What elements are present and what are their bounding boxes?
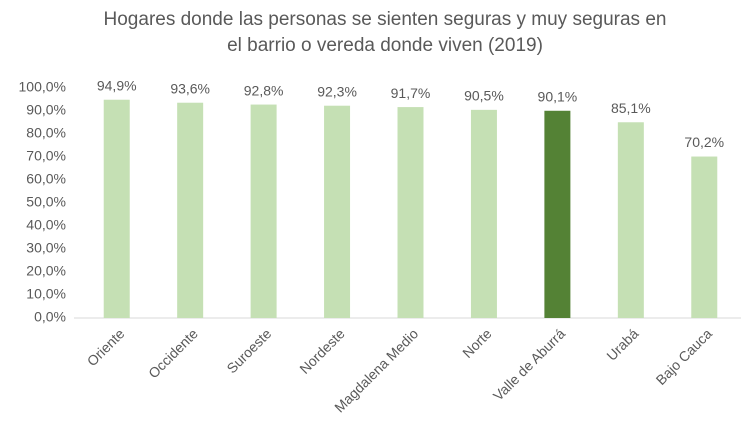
bar	[103, 99, 130, 318]
value-label: 94,9%	[97, 77, 137, 93]
value-label: 92,3%	[317, 83, 357, 99]
y-tick-label: 90,0%	[26, 102, 66, 118]
value-label: 90,5%	[464, 88, 504, 104]
x-tick-label: Oriente	[84, 325, 128, 369]
value-label: 90,1%	[538, 88, 578, 104]
bar	[177, 102, 204, 318]
x-tick-label: Urabá	[603, 325, 641, 363]
y-tick-label: 0,0%	[34, 309, 66, 325]
bar	[617, 122, 644, 319]
bar	[397, 107, 424, 318]
y-tick-label: 40,0%	[26, 217, 66, 233]
y-tick-label: 80,0%	[26, 125, 66, 141]
x-tick-label: Valle de Aburrá	[490, 325, 568, 403]
chart-title: Hogares donde las personas se sienten se…	[104, 9, 667, 30]
bar	[250, 104, 277, 318]
x-tick-label: Occidente	[145, 325, 201, 381]
bar	[691, 156, 718, 318]
y-tick-label: 100,0%	[19, 79, 66, 95]
y-tick-label: 20,0%	[26, 263, 66, 279]
value-label: 85,1%	[611, 100, 651, 116]
y-tick-label: 50,0%	[26, 194, 66, 210]
value-label: 70,2%	[684, 134, 724, 150]
x-tick-label: Suroeste	[223, 325, 274, 376]
bar	[544, 110, 571, 319]
value-label: 93,6%	[170, 80, 210, 96]
y-tick-label: 70,0%	[26, 148, 66, 164]
y-tick-label: 10,0%	[26, 286, 66, 302]
y-tick-label: 60,0%	[26, 171, 66, 187]
x-tick-label: Nordeste	[296, 325, 348, 377]
y-tick-label: 30,0%	[26, 240, 66, 256]
chart-title: el barrio o vereda donde viven (2019)	[227, 35, 543, 56]
value-label: 91,7%	[391, 85, 431, 101]
bar	[470, 109, 497, 318]
value-label: 92,8%	[244, 82, 284, 98]
x-tick-label: Bajo Cauca	[653, 325, 716, 388]
bar	[324, 105, 351, 319]
x-tick-label: Norte	[459, 325, 495, 361]
